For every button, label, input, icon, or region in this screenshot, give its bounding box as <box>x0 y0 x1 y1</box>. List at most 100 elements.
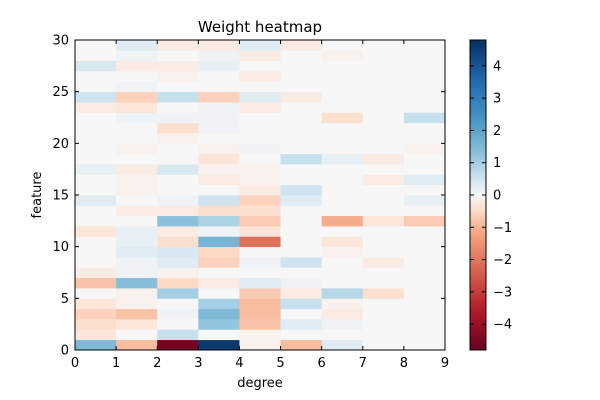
heatmap-cell <box>362 143 405 155</box>
heatmap-cell <box>198 226 240 237</box>
y-tick-label: 5 <box>61 292 69 307</box>
heatmap-cell <box>75 91 117 103</box>
heatmap-cell <box>157 257 199 268</box>
heatmap-cell <box>403 122 446 134</box>
heatmap-cell <box>321 122 364 134</box>
heatmap-cell <box>362 246 405 258</box>
x-tick-label: 8 <box>400 356 408 371</box>
heatmap-cell <box>280 329 323 341</box>
heatmap-cell <box>198 153 240 165</box>
heatmap-cell <box>116 226 158 237</box>
heatmap-cell <box>321 184 364 196</box>
heatmap-cell <box>321 257 364 268</box>
heatmap-cell <box>403 277 446 289</box>
heatmap-cell <box>362 174 405 186</box>
heatmap-cell <box>362 71 405 82</box>
heatmap-cell <box>157 319 199 330</box>
heatmap-cell <box>362 339 405 351</box>
heatmap-cell <box>362 298 405 310</box>
colorbar-tick-label: −1 <box>493 221 512 236</box>
heatmap-cell <box>280 112 323 124</box>
heatmap-cell <box>198 112 240 124</box>
heatmap-cell <box>157 329 199 341</box>
heatmap-cell <box>362 60 405 72</box>
heatmap-cell <box>157 122 199 134</box>
heatmap-cell <box>280 277 323 289</box>
heatmap-cell <box>403 236 446 248</box>
heatmap-cell <box>362 308 405 320</box>
x-tick-label: 6 <box>318 356 326 371</box>
heatmap-cell <box>280 288 323 299</box>
heatmap-cell <box>75 122 117 134</box>
heatmap-cell <box>198 205 240 217</box>
heatmap-cell <box>280 195 323 206</box>
heatmap-cell <box>75 339 117 351</box>
heatmap-cell <box>198 329 240 341</box>
heatmap-cell <box>403 174 446 186</box>
heatmap-cell <box>116 112 158 124</box>
heatmap-cell <box>75 329 117 341</box>
chart-title: Weight heatmap <box>198 18 322 36</box>
heatmap-cell <box>157 71 199 82</box>
heatmap-cell <box>198 339 240 351</box>
heatmap-cell <box>403 153 446 165</box>
heatmap-cell <box>157 246 199 258</box>
heatmap-cell <box>116 102 158 113</box>
heatmap-cell <box>321 267 364 279</box>
heatmap-cell <box>198 91 240 103</box>
heatmap-cell <box>362 319 405 330</box>
heatmap-cell <box>280 81 323 93</box>
heatmap-cell <box>157 226 199 237</box>
heatmap-cell <box>75 267 117 279</box>
heatmap-cell <box>280 122 323 134</box>
x-tick-label: 1 <box>112 356 120 371</box>
heatmap-cell <box>116 133 158 144</box>
heatmap-cell <box>116 319 158 330</box>
y-tick-label: 0 <box>61 344 69 359</box>
heatmap-cell <box>321 298 364 310</box>
heatmap-cell <box>239 236 281 248</box>
heatmap-cell <box>403 102 446 113</box>
heatmap-cell <box>362 257 405 268</box>
heatmap-cell <box>157 236 199 248</box>
heatmap-cell <box>239 246 281 258</box>
heatmap-cell <box>116 195 158 206</box>
heatmap-cell <box>75 174 117 186</box>
heatmap-cell <box>403 133 446 144</box>
heatmap-cell <box>198 267 240 279</box>
heatmap-cell <box>75 102 117 113</box>
heatmap-cell <box>362 205 405 217</box>
heatmap-cell <box>403 205 446 217</box>
heatmap-cell <box>75 133 117 144</box>
heatmap-cell <box>75 298 117 310</box>
colorbar-tick-label: −4 <box>493 318 512 333</box>
heatmap-cell <box>280 308 323 320</box>
heatmap-cell <box>75 226 117 237</box>
heatmap-cell <box>75 236 117 248</box>
heatmap-cell <box>321 133 364 144</box>
heatmap-cell <box>198 215 240 227</box>
x-tick-label: 3 <box>194 356 202 371</box>
heatmap-cell <box>198 298 240 310</box>
heatmap-cell <box>362 267 405 279</box>
heatmap-cell <box>116 236 158 248</box>
heatmap-cell <box>362 329 405 341</box>
x-tick-label: 2 <box>153 356 161 371</box>
heatmap-cell <box>198 319 240 330</box>
heatmap-cell <box>403 329 446 341</box>
heatmap-cell <box>280 267 323 279</box>
x-axis-ticks: 0 1 2 3 4 5 6 7 8 9 <box>71 40 449 371</box>
heatmap-cell <box>321 164 364 175</box>
heatmap-cell <box>116 298 158 310</box>
heatmap-cell <box>157 153 199 165</box>
heatmap-cell <box>116 329 158 341</box>
heatmap-cell <box>239 91 281 103</box>
heatmap-cell <box>280 339 323 351</box>
heatmap-cell <box>75 277 117 289</box>
x-axis-label: degree <box>237 376 283 391</box>
heatmap-cell <box>362 153 405 165</box>
heatmap-cell <box>321 91 364 103</box>
heatmap-cell <box>239 133 281 144</box>
heatmap-cell <box>198 40 240 51</box>
heatmap-cell <box>362 133 405 144</box>
